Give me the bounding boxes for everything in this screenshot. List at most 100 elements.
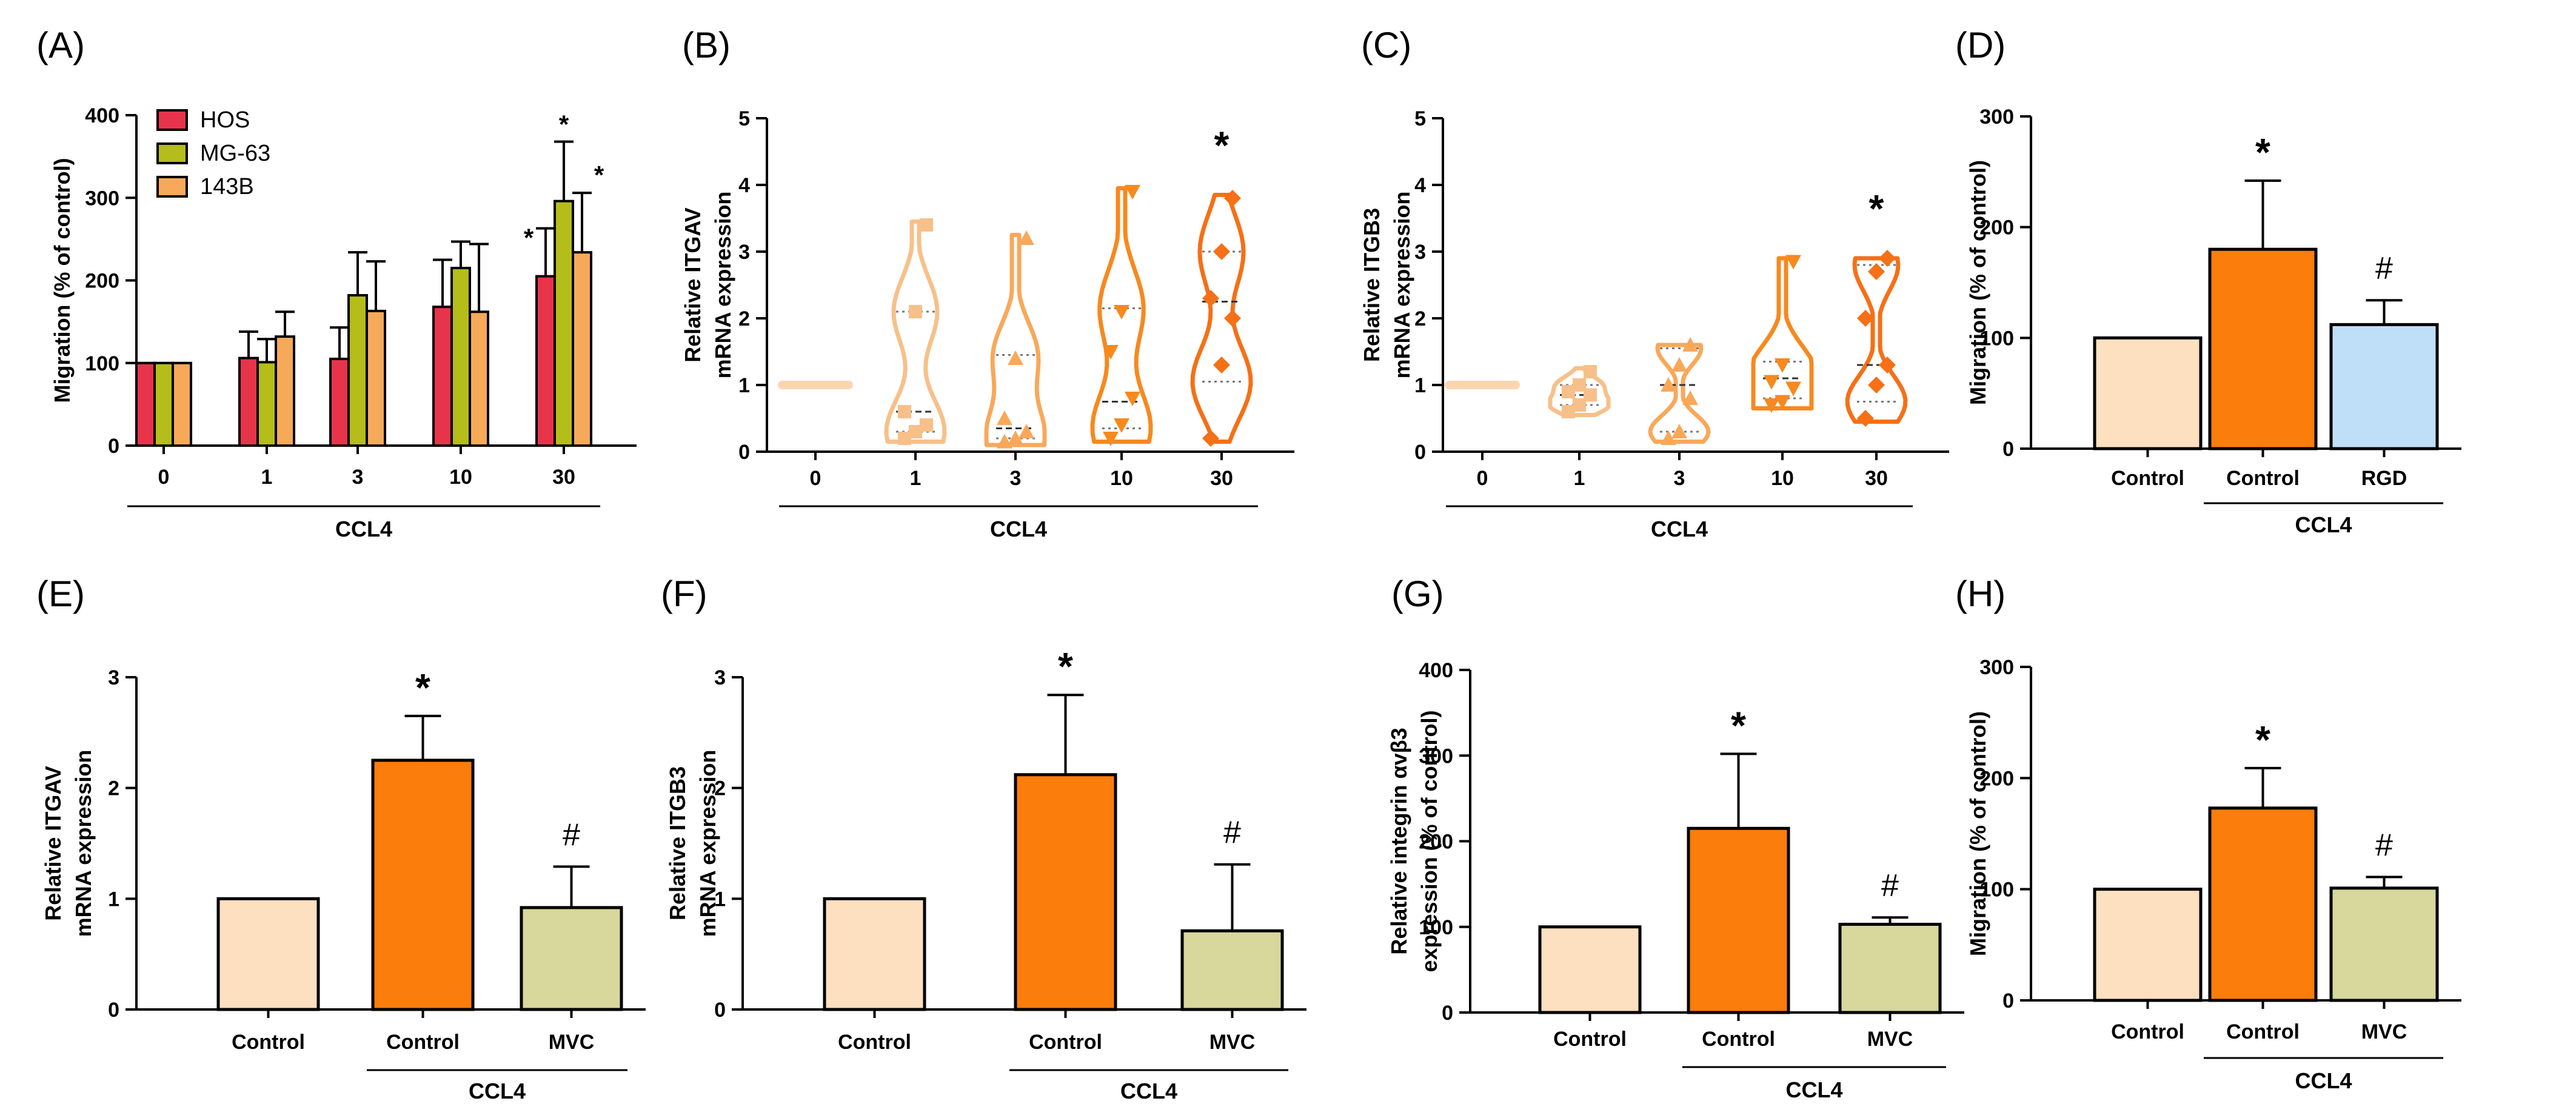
data-point [1224, 310, 1241, 327]
data-point [1114, 305, 1129, 320]
y-tick-label: 0 [108, 435, 119, 458]
panel-label: (H) [1955, 574, 2006, 614]
significance-hash: # [2375, 828, 2393, 863]
x-tick-label: 0 [810, 467, 821, 490]
x-tick-label: 0 [1477, 467, 1488, 490]
x-tick-label: 10 [1110, 467, 1133, 490]
data-point [1661, 430, 1676, 445]
y-tick-label: 300 [1419, 745, 1453, 768]
bar-HOS-0 [135, 361, 156, 447]
group-label: CCL4 [1785, 1077, 1842, 1102]
y-axis-label: mRNA expression [71, 750, 96, 937]
y-tick-label: 200 [1979, 767, 2014, 790]
group-label: CCL4 [2295, 512, 2352, 537]
data-point [1671, 357, 1687, 372]
y-tick-label: 4 [1414, 174, 1426, 197]
bar-2 [2329, 323, 2439, 450]
data-point [1008, 350, 1023, 365]
data-point [997, 410, 1012, 425]
x-tick-label: 30 [552, 466, 575, 489]
data-point [898, 405, 911, 418]
y-tick-label: 2 [738, 307, 750, 330]
y-tick-label: 3 [714, 666, 726, 689]
bar-HOS-1 [238, 356, 259, 447]
panel-label: (F) [661, 574, 708, 614]
data-point [920, 418, 933, 432]
x-tick-label: MVC [1209, 1031, 1256, 1054]
bar-0 [2093, 336, 2203, 450]
y-tick-label: 300 [1979, 656, 2014, 679]
y-tick-label: 2 [108, 777, 119, 800]
x-tick-label: 10 [449, 466, 472, 489]
x-tick-label: 3 [1010, 467, 1022, 490]
y-tick-label: 2 [1414, 307, 1426, 330]
x-tick-label: MVC [1867, 1028, 1913, 1051]
y-tick-label: 100 [1979, 879, 2014, 902]
y-tick-label: 100 [1419, 916, 1453, 939]
data-point [1125, 185, 1140, 199]
y-tick-label: 3 [1414, 241, 1426, 264]
significance-star: * [2255, 130, 2270, 174]
y-axis-label: mRNA expression [711, 192, 735, 379]
x-tick-label: Control [1553, 1028, 1627, 1051]
y-axis-label: Relative integrin αvβ3 [1387, 728, 1411, 954]
x-tick-label: 0 [158, 466, 170, 489]
significance-star: * [415, 666, 430, 709]
panel-h: (H) * #0 100 200 300 Migration (% of control) C… [1955, 574, 2461, 1093]
data-point [1019, 230, 1034, 245]
significance-hash: # [563, 817, 580, 852]
y-tick-label: 0 [714, 999, 726, 1022]
data-point [1103, 345, 1119, 360]
panel-c: (C) * 0 1 2 3 4 5 Relative ITGB3 mRNA expression 0… [1359, 25, 1949, 541]
data-point [1019, 424, 1034, 438]
data-point [909, 305, 922, 318]
group-label: CCL4 [2295, 1068, 2352, 1093]
x-tick-label: Control [2226, 1020, 2300, 1043]
violin-1 [884, 219, 947, 444]
bar-0 [2093, 888, 2203, 1002]
y-axis-label: Migration (% of control) [1965, 160, 1990, 405]
x-tick-label: MVC [2361, 1020, 2407, 1043]
data-point [920, 218, 933, 232]
data-point [1764, 375, 1779, 390]
legend-swatch-143B [156, 176, 188, 198]
data-point [1213, 243, 1230, 260]
data-point [1562, 385, 1575, 398]
data-point [1562, 405, 1575, 418]
data-point [1573, 378, 1586, 392]
y-tick-label: 0 [108, 999, 119, 1022]
data-point [1868, 377, 1885, 393]
data-point [1202, 430, 1219, 447]
data-point [1584, 388, 1597, 402]
y-axis-label: Relative ITGAV [41, 766, 65, 920]
x-tick-label: Control [2111, 467, 2184, 490]
y-tick-label: 1 [714, 888, 726, 911]
data-point [909, 425, 922, 438]
x-tick-label: Control [2111, 1020, 2184, 1043]
panel-e: (E) * #0 1 2 3 Relative ITGAV mRNA expression Co… [36, 574, 646, 1103]
bar-MG-63-10 [450, 267, 471, 447]
data-point [1584, 365, 1597, 378]
significance-hash: # [1223, 815, 1241, 851]
bar-1 [2208, 806, 2318, 1002]
legend-swatch-HOS [156, 109, 188, 131]
y-axis-label: mRNA expression [1390, 192, 1414, 379]
y-tick-label: 0 [1414, 441, 1426, 464]
y-axis-label: Migration (% of control) [50, 158, 75, 403]
y-tick-label: 200 [1419, 831, 1453, 854]
data-point [1125, 392, 1140, 406]
legend-label: MG-63 [200, 141, 270, 166]
panel-f: (F) * #0 1 2 3 Relative ITGB3 mRNA expression Co… [661, 574, 1306, 1103]
significance-star: * [1869, 187, 1884, 230]
x-tick-label: 30 [1865, 467, 1888, 490]
x-tick-label: 3 [1674, 467, 1685, 490]
data-point [1764, 398, 1779, 413]
bar-1 [1687, 826, 1790, 1014]
violin-3 [1751, 256, 1814, 410]
panel-a: (A)***HOSMG-63143B0100200300400Migration… [36, 25, 637, 541]
significance-star: * [594, 161, 604, 189]
y-tick-label: 1 [108, 888, 119, 911]
x-tick-label: Control [232, 1031, 305, 1054]
violin-4 [1190, 193, 1253, 444]
y-tick-label: 0 [738, 441, 750, 464]
